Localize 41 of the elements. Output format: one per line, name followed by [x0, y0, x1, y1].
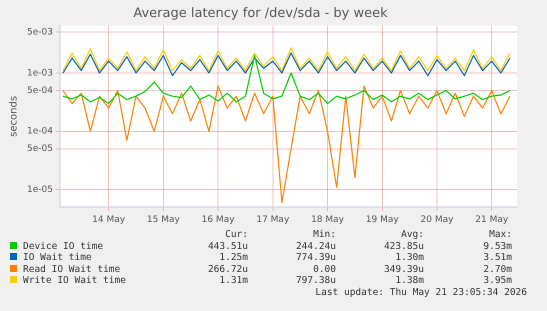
text: 2.70m: [482, 264, 512, 275]
chart-title: Average latency for /dev/sda - by week: [133, 6, 388, 22]
text: Last update: Thu May 21 23:05:34 2026: [315, 287, 527, 298]
legend-label: Read IO Wait time: [22, 264, 122, 275]
y-tick-label: 1e-03: [26, 68, 53, 78]
text: 443.51u: [206, 240, 248, 252]
text: Cur:: [224, 229, 248, 240]
text: Min:: [312, 229, 336, 240]
text: 3.51m: [482, 252, 512, 264]
x-tick-label: 18 May: [311, 214, 345, 225]
text: 3.95m: [482, 275, 512, 286]
x-tick-label: 17 May: [256, 214, 290, 225]
y-tick-label: 1e-05: [26, 184, 53, 195]
text: 1.30m: [394, 252, 424, 264]
x-tick-label: 15 May: [146, 214, 180, 225]
text: 0.00: [312, 264, 336, 275]
y-tick-label: 5e-03: [26, 28, 53, 38]
y-axis-title: seconds: [8, 96, 20, 137]
x-tick-label: 21 May: [475, 214, 509, 225]
x-tick-label: 20 May: [420, 214, 454, 225]
text: 1.31m: [218, 275, 248, 286]
text: Avg:: [400, 229, 424, 240]
y-tick-label: 1e-04: [26, 126, 54, 137]
text: 797.38u: [294, 275, 336, 286]
y-tick-label: 5e-05: [26, 144, 53, 154]
legend-label: Device IO time: [22, 240, 104, 252]
x-tick-label: 16 May: [202, 214, 236, 225]
text: Max:: [488, 229, 512, 240]
text: 1.38m: [394, 275, 424, 286]
text: 244.24u: [294, 240, 336, 252]
text: 774.39u: [294, 252, 336, 264]
text: 349.39u: [382, 264, 424, 275]
text: 9.53m: [482, 240, 512, 252]
legend-label: Write IO Wait time: [22, 275, 127, 286]
legend-label: IO Wait time: [22, 252, 93, 264]
y-tick-label: 5e-04: [26, 86, 54, 96]
text: 1.25m: [218, 252, 248, 264]
x-tick-label: 19 May: [366, 214, 400, 225]
x-tick-label: 14 May: [92, 214, 126, 225]
text: 423.85u: [382, 240, 424, 252]
text: 266.72u: [206, 264, 248, 275]
